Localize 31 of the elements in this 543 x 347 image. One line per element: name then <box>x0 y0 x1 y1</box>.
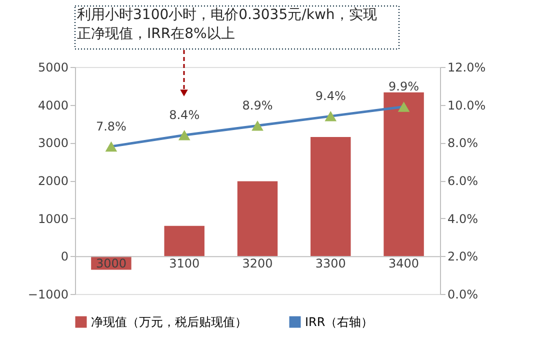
y2-tick-label: 10.0% <box>448 98 486 112</box>
text: 利用小时3100小时，电价0.3035元/kwh，实现正净现值，IRR在8%以上 <box>77 7 377 42</box>
y-tick-label: 1000 <box>38 212 68 226</box>
y2-tick-label: 4.0% <box>448 212 478 226</box>
x-tick-label: 3200 <box>242 256 273 271</box>
bar <box>310 136 351 256</box>
y2-tick-label: 8.0% <box>448 136 478 150</box>
data-label: 8.9% <box>242 98 273 113</box>
y-tick-label: 3000 <box>38 136 68 150</box>
x-tick-label: 3300 <box>315 256 346 271</box>
bar <box>384 92 424 256</box>
y2-tick-label: 12.0% <box>448 60 486 74</box>
y2-tick-label: 6.0% <box>448 174 478 188</box>
y2-tick-label: 0.0% <box>448 288 478 302</box>
x-tick-label: 3100 <box>169 256 200 271</box>
data-label: 9.9% <box>388 80 420 94</box>
y-tick-label: 4000 <box>38 98 68 112</box>
data-label: 8.4% <box>169 108 200 122</box>
x-tick-label: 3400 <box>388 256 420 271</box>
y-tick-label: −1000 <box>28 288 68 302</box>
y-tick-label: 2000 <box>38 174 68 188</box>
legend-label: IRR（右轴） <box>305 315 374 329</box>
data-label: 7.8% <box>96 119 126 134</box>
bar <box>237 181 278 256</box>
x-tick-label: 3000 <box>96 256 126 271</box>
bar <box>164 226 204 256</box>
y-tick-label: 5000 <box>38 60 68 74</box>
y2-tick-label: 2.0% <box>448 250 478 264</box>
y-tick-label: 0 <box>60 250 68 264</box>
data-label: 9.4% <box>315 89 346 104</box>
legend-label: 净现值（万元，税后贴现值） <box>91 315 247 329</box>
